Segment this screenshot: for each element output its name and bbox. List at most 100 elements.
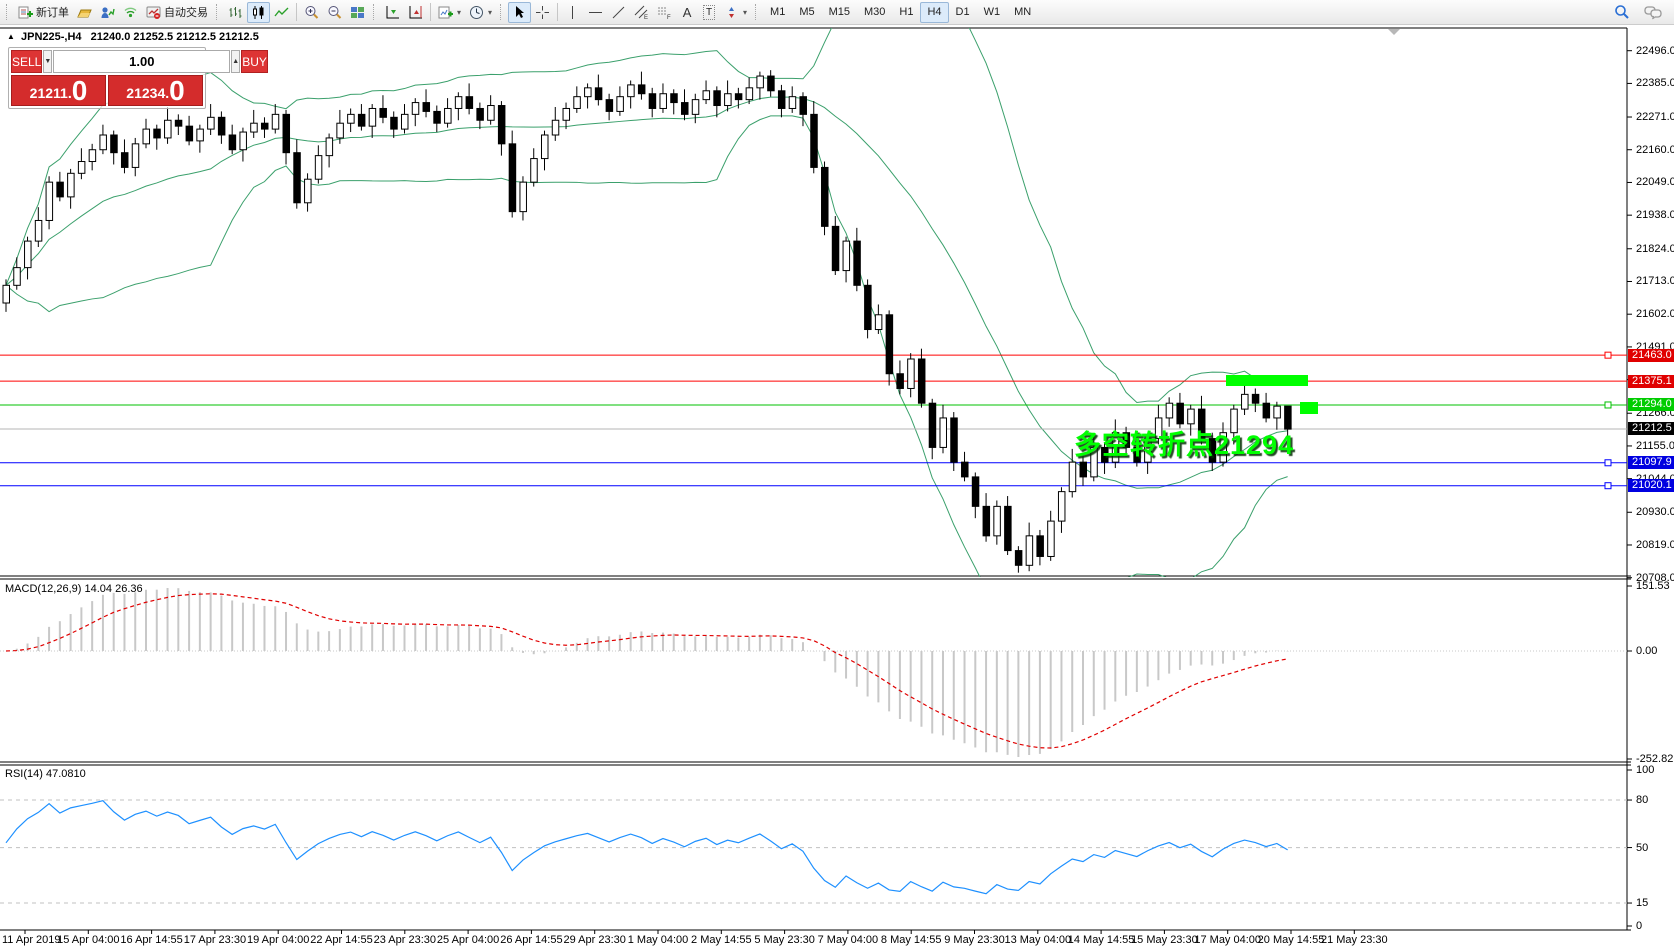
- time-axis-label: 23 Apr 23:30: [373, 934, 436, 946]
- zoom-out-button[interactable]: [323, 2, 346, 23]
- price-tick-label: 21602.0: [1636, 308, 1674, 321]
- horizontal-line-tool-button[interactable]: [584, 2, 607, 23]
- autotrading-icon: [146, 6, 161, 19]
- timeframe-M15[interactable]: M15: [828, 6, 851, 18]
- new-order-label: 新订单: [36, 7, 69, 19]
- hline-price-label[interactable]: 21463.0: [1628, 348, 1674, 362]
- autotrading-button[interactable]: 自动交易: [142, 2, 212, 23]
- one-click-trade-panel: SELL ▼ ▲ BUY 21211 . 0 21234 . 0: [8, 47, 268, 109]
- chat-button[interactable]: [1640, 2, 1666, 23]
- cursor-tool-button[interactable]: [508, 1, 532, 23]
- line-chart-mode-button[interactable]: [270, 2, 293, 23]
- volume-decrease-button[interactable]: ▼: [43, 50, 53, 73]
- candlestick-mode-button[interactable]: [247, 1, 270, 23]
- timeframe-M30[interactable]: M30: [864, 6, 886, 18]
- timeframe-MN[interactable]: MN: [1014, 6, 1032, 18]
- main-toolbar: 新订单 自动交易: [0, 0, 1674, 25]
- time-axis-label: 16 Apr 14:55: [120, 934, 183, 946]
- time-axis-label: 15 May 23:30: [1131, 934, 1198, 946]
- time-axis-label: 22 Apr 14:55: [310, 934, 373, 946]
- arrows-tool-button[interactable]: [720, 2, 751, 23]
- search-button[interactable]: [1610, 2, 1634, 23]
- price-tick-label: 22271.0: [1636, 111, 1674, 124]
- signals-button[interactable]: [119, 2, 142, 23]
- profiles-button[interactable]: [73, 2, 96, 23]
- hline-price-label[interactable]: 21294.0: [1628, 398, 1674, 412]
- rsi-scale-label: 0: [1636, 920, 1643, 932]
- hline-price-label[interactable]: 21212.5: [1628, 422, 1674, 436]
- volume-increase-button[interactable]: ▲: [231, 50, 241, 73]
- time-axis-label: 19 Apr 04:00: [246, 934, 310, 946]
- time-axis-label: 11 Apr 2019: [2, 934, 61, 946]
- hline-price-label[interactable]: 21020.1: [1628, 479, 1674, 493]
- bar-chart-mode-button[interactable]: [224, 2, 247, 23]
- trendline-icon: [612, 6, 625, 18]
- toolbar-separator: [430, 3, 431, 21]
- toolbar-right-icons: [1610, 2, 1666, 23]
- volume-input[interactable]: [53, 50, 231, 73]
- channel-tool-button[interactable]: E: [630, 2, 653, 23]
- periods-button[interactable]: [465, 2, 496, 23]
- sell-button[interactable]: SELL: [11, 50, 43, 73]
- hline-price-label[interactable]: 21375.1: [1628, 374, 1674, 388]
- toolbar-grip: [216, 4, 220, 20]
- tile-windows-icon: [351, 6, 364, 18]
- price-tick-label: 22049.0: [1636, 176, 1674, 189]
- time-axis-label: 29 Apr 23:30: [563, 934, 626, 946]
- price-tick-label: 20819.0: [1636, 538, 1674, 551]
- macd-indicator-label: MACD(12,26,9) 14.04 26.36: [5, 583, 143, 595]
- text-label-icon: T: [702, 4, 716, 20]
- time-axis-label: 14 May 14:55: [1067, 934, 1135, 946]
- timeframe-M5[interactable]: M5: [799, 6, 815, 18]
- fibonacci-tool-button[interactable]: F: [653, 2, 676, 23]
- axes-arrow-right-icon: [409, 5, 422, 18]
- macd-scale-label: 151.53: [1636, 580, 1670, 592]
- sell-price-box[interactable]: 21211 . 0: [11, 75, 106, 106]
- macd-value: 14.04: [84, 583, 113, 595]
- time-axis-label: 17 Apr 23:30: [183, 934, 247, 946]
- timeframe-group: M1 M5 M15 M30 H1 H4 D1 W1 MN: [763, 1, 1038, 23]
- macd-name: MACD(12,26,9): [5, 583, 82, 595]
- text-tool-button[interactable]: A: [682, 4, 692, 20]
- new-order-button[interactable]: 新订单: [14, 2, 73, 23]
- timeframe-W1[interactable]: W1: [983, 6, 1001, 18]
- chart-annotation-text[interactable]: 多空转折点21294: [1074, 430, 1295, 460]
- price-tick-label: 20708.0: [1636, 571, 1674, 584]
- rsi-indicator-label: RSI(14) 47.0810: [5, 768, 86, 780]
- symbol-ohlc: 21240.0 21252.5 21212.5 21212.5: [90, 31, 259, 43]
- price-tick-label: 22496.0: [1636, 44, 1674, 57]
- price-tick-label: 22385.0: [1636, 77, 1674, 90]
- trendline-tool-button[interactable]: [607, 2, 630, 23]
- tile-windows-button[interactable]: [346, 2, 369, 23]
- zoom-in-button[interactable]: [300, 2, 323, 23]
- hline-price-label[interactable]: 21097.9: [1628, 456, 1674, 470]
- symbol-header: ▲ JPN225-,H4 21240.0 21252.5 21212.5 212…: [7, 31, 259, 43]
- time-axis-label: 21 May 23:30: [1320, 934, 1388, 946]
- indicator-window-left-button[interactable]: [381, 2, 404, 23]
- chart-area[interactable]: ▲ JPN225-,H4 21240.0 21252.5 21212.5 212…: [0, 25, 1674, 949]
- market-watch-button[interactable]: [96, 2, 119, 23]
- autotrading-label: 自动交易: [164, 7, 208, 19]
- time-axis-label: 5 May 23:30: [754, 934, 815, 946]
- template-chart-icon: [438, 6, 453, 18]
- toolbar-separator: [296, 3, 297, 21]
- time-axis-label: 7 May 04:00: [817, 934, 879, 946]
- timeframe-D1[interactable]: D1: [955, 6, 970, 18]
- text-label-tool-button[interactable]: T: [698, 2, 720, 23]
- templates-button[interactable]: [434, 2, 465, 23]
- rsi-name: RSI(14): [5, 768, 43, 780]
- vertical-line-tool-button[interactable]: [561, 2, 584, 23]
- vertical-line-icon: [572, 5, 574, 19]
- rsi-scale-label: 80: [1636, 794, 1649, 807]
- timeframe-H1[interactable]: H1: [899, 6, 914, 18]
- rsi-scale-label: 50: [1636, 841, 1649, 854]
- timeframe-M1[interactable]: M1: [770, 6, 786, 18]
- buy-button[interactable]: BUY: [241, 50, 268, 73]
- buy-price-box[interactable]: 21234 . 0: [108, 75, 203, 106]
- symbol-name: JPN225-,H4: [20, 31, 82, 43]
- crosshair-tool-button[interactable]: [531, 2, 554, 23]
- timeframe-H4[interactable]: H4: [920, 1, 949, 23]
- indicator-window-right-button[interactable]: [404, 2, 427, 23]
- svg-text:E: E: [644, 15, 648, 20]
- price-chart-canvas[interactable]: [0, 25, 1674, 949]
